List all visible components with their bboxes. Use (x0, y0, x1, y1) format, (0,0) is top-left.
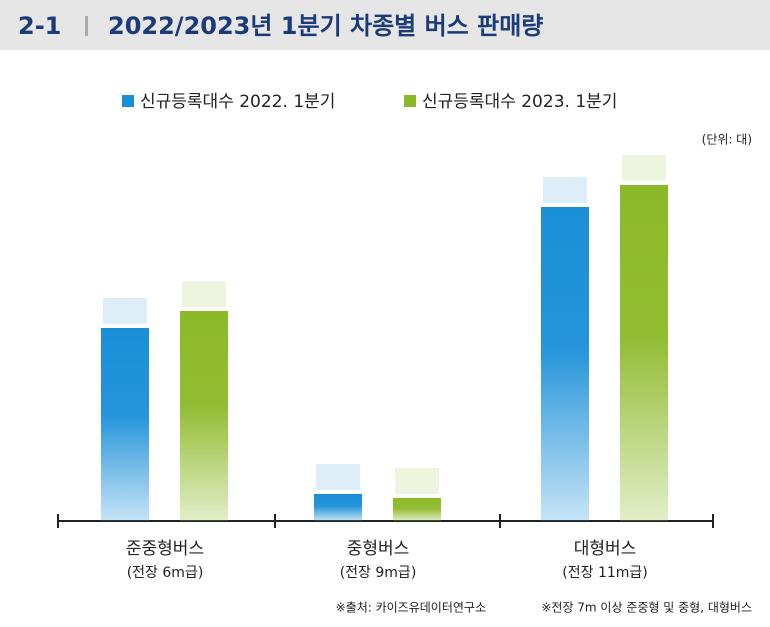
footnote: ※전장 7m 이상 준중형 및 중형, 대형버스 (541, 601, 752, 615)
bar-cap (622, 155, 666, 181)
title-bar (0, 0, 770, 50)
legend-swatch (122, 95, 134, 107)
x-tick-label: 중형버스 (347, 539, 410, 559)
x-tick-note: (전장 6m급) (127, 565, 204, 581)
chart-number: 2-1 (18, 12, 61, 40)
bar (101, 328, 149, 521)
x-tick-label: 대형버스 (574, 539, 637, 559)
unit-label: (단위: 대) (702, 133, 752, 147)
source-note: ※출처: 카이즈유데이터연구소 (336, 601, 486, 615)
bar (393, 498, 441, 521)
bar-cap (395, 468, 439, 494)
chart-title: 2022/2023년 1분기 차종별 버스 판매량 (108, 12, 543, 40)
x-tick-label: 준중형버스 (126, 539, 204, 559)
bar-cap (182, 281, 226, 307)
x-tick-note: (전장 9m급) (340, 565, 417, 581)
x-tick-note: (전장 11m급) (562, 565, 647, 581)
bar-cap (316, 464, 360, 490)
bar-cap (543, 177, 587, 203)
separator (85, 16, 88, 36)
bar (180, 311, 228, 521)
bar-cap (103, 298, 147, 324)
bar (314, 494, 362, 521)
legend-label: 신규등록대수 2023. 1분기 (422, 92, 617, 112)
legend-swatch (404, 95, 416, 107)
legend-label: 신규등록대수 2022. 1분기 (140, 92, 335, 112)
bar (620, 185, 668, 521)
bar (541, 207, 589, 521)
